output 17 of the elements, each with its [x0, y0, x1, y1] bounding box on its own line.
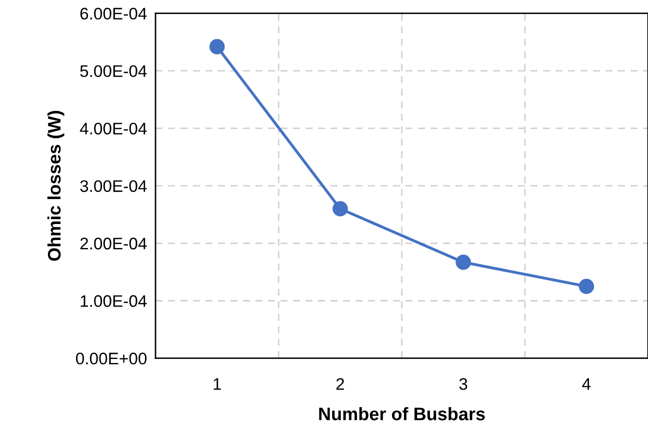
y-axis-title: Ohmic losses (W)	[47, 110, 64, 261]
x-tick-label: 1	[214, 378, 221, 390]
y-tick-label: 2.00E-04	[80, 238, 147, 250]
y-tick-label: 4.00E-04	[80, 122, 147, 135]
y-tick-label: 6.00E-04	[80, 8, 147, 20]
y-tick-label: 1.00E-04	[80, 295, 147, 307]
y-tick-label: 0.00E+00	[76, 352, 147, 364]
y-tick-label: 5.00E-04	[80, 65, 147, 78]
point	[578, 278, 594, 294]
point	[332, 201, 348, 216]
x-tick-label: 4	[582, 378, 591, 390]
point	[456, 254, 471, 270]
x-axis-title: Number of Busbars	[319, 407, 485, 420]
y-tick-label: 3.00E-04	[80, 180, 147, 192]
point	[209, 39, 225, 54]
x-tick-label: 2	[336, 378, 344, 390]
x-tick-label: 3	[459, 378, 468, 390]
